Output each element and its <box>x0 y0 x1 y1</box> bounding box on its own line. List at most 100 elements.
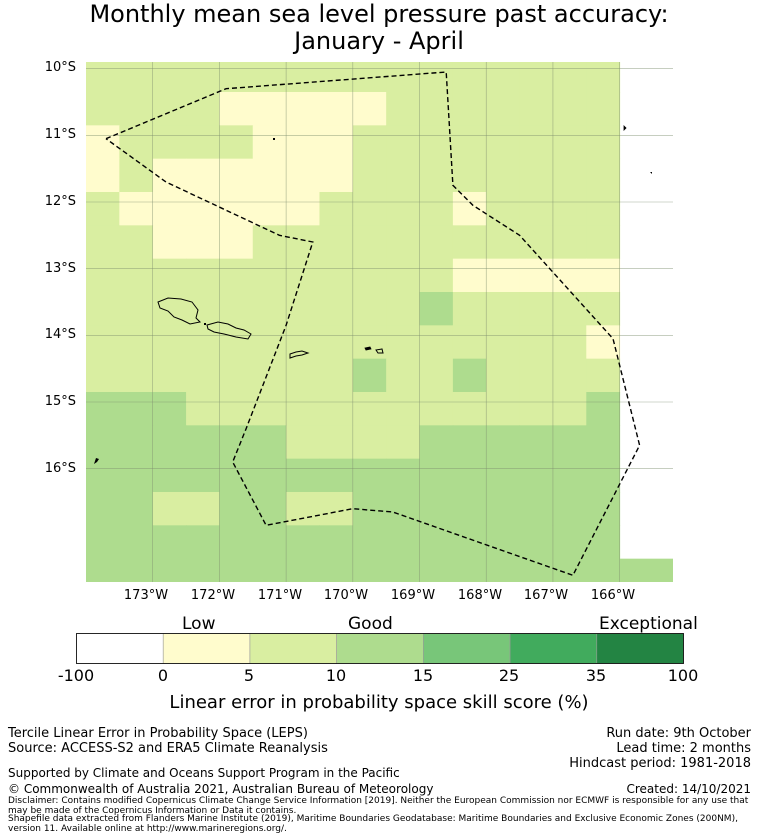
grid-cell <box>319 358 354 393</box>
lon-label: 173°W <box>123 588 169 603</box>
colorbar-tick: 35 <box>585 666 607 685</box>
grid-cell <box>219 525 254 560</box>
grid-cell <box>119 425 154 460</box>
grid-cell <box>252 62 287 93</box>
grid-cell <box>319 525 354 560</box>
grid-cell <box>319 225 354 260</box>
grid-cell <box>486 292 521 326</box>
grid-cell <box>386 258 421 293</box>
lon-label: 171°W <box>257 588 303 603</box>
footer-lead-time: Lead time: 2 months <box>616 741 751 756</box>
grid-cell <box>586 92 621 126</box>
grid-cell <box>319 258 354 293</box>
grid-cell <box>519 292 554 326</box>
grid-cell <box>252 225 287 260</box>
grid-cell <box>519 125 554 160</box>
grid-cell <box>186 292 220 326</box>
grid-cell <box>252 458 287 493</box>
grid-cell <box>286 258 320 293</box>
islands <box>94 125 652 464</box>
grid-cell <box>219 225 254 260</box>
lon-label: 166°W <box>590 588 636 603</box>
island-swains <box>623 125 627 131</box>
grid-cell <box>119 225 154 260</box>
grid-cell <box>286 125 320 160</box>
grid-cell <box>119 62 154 93</box>
grid-cell <box>219 425 254 460</box>
grid-cell <box>86 258 120 293</box>
grid-cell <box>119 492 154 526</box>
grid-cell <box>452 392 487 426</box>
grid-cell <box>386 192 421 226</box>
grid-cell <box>252 125 287 160</box>
footer-run-date: Run date: 9th October <box>606 726 751 741</box>
grid-cell <box>419 292 454 326</box>
grid-cell <box>86 358 120 393</box>
grid-cell <box>586 458 621 493</box>
grid-cell <box>352 425 387 460</box>
grid-cell <box>519 62 554 93</box>
grid-cell <box>86 458 120 493</box>
footer-disclaimer: Disclaimer: Contains modified Copernicus… <box>8 796 749 816</box>
grid-cell <box>486 492 521 526</box>
colorbar-tick: 0 <box>157 666 169 685</box>
grid-cell <box>352 525 387 560</box>
grid-cell <box>519 192 554 226</box>
grid-cell <box>386 525 421 560</box>
grid-cell <box>319 192 354 226</box>
grid-cell <box>586 358 621 393</box>
grid-cell <box>452 192 487 226</box>
grid-cell <box>452 92 487 126</box>
grid-cell <box>586 192 621 226</box>
colorbar-segment <box>423 633 511 664</box>
grid-cell <box>586 62 621 93</box>
grid-cell <box>552 192 587 226</box>
grid-cell <box>486 225 521 260</box>
grid-cell <box>186 225 220 260</box>
grid-cell <box>152 358 187 393</box>
grid-cell <box>386 458 421 493</box>
grid-cell <box>419 192 454 226</box>
chart-title-line2: January - April <box>294 27 464 55</box>
colorbar-tick: 15 <box>412 666 434 685</box>
grid-cell <box>486 458 521 493</box>
colorbar-tick: -100 <box>57 666 95 685</box>
lon-label: 169°W <box>390 588 436 603</box>
grid-cell <box>252 158 287 193</box>
lon-label: 172°W <box>190 588 236 603</box>
grid-cell <box>219 392 254 426</box>
grid-cell <box>452 458 487 493</box>
grid-cell <box>519 458 554 493</box>
grid-cell <box>186 392 220 426</box>
grid-cell <box>252 525 287 560</box>
grid-cell <box>286 525 320 560</box>
grid-cell <box>219 325 254 360</box>
grid-cell <box>552 125 587 160</box>
grid-cell <box>86 425 120 460</box>
colorbar-tick: 10 <box>325 666 347 685</box>
grid-cell <box>119 325 154 360</box>
grid-cell <box>519 258 554 293</box>
grid-cell <box>186 325 220 360</box>
lat-label: 16°S <box>44 461 76 476</box>
grid-cell <box>386 292 421 326</box>
island-small-1 <box>273 138 275 140</box>
grid-cell <box>452 225 487 260</box>
grid-cell <box>552 225 587 260</box>
grid-cell <box>386 62 421 93</box>
grid-cell <box>286 225 320 260</box>
grid-cell <box>386 158 421 193</box>
grid-cell <box>419 492 454 526</box>
grid-cell <box>286 492 320 526</box>
grid-cell <box>452 158 487 193</box>
footer-copyright: © Commonwealth of Australia 2021, Austra… <box>8 782 434 796</box>
grid-cell <box>452 125 487 160</box>
grid-cell <box>86 525 120 560</box>
grid-cell <box>452 525 487 560</box>
grid-cell <box>252 192 287 226</box>
grid-cell <box>552 525 587 560</box>
grid-cell <box>486 62 521 93</box>
grid-cell <box>352 325 387 360</box>
grid-cell <box>219 125 254 160</box>
colorbar-segment <box>596 633 684 664</box>
